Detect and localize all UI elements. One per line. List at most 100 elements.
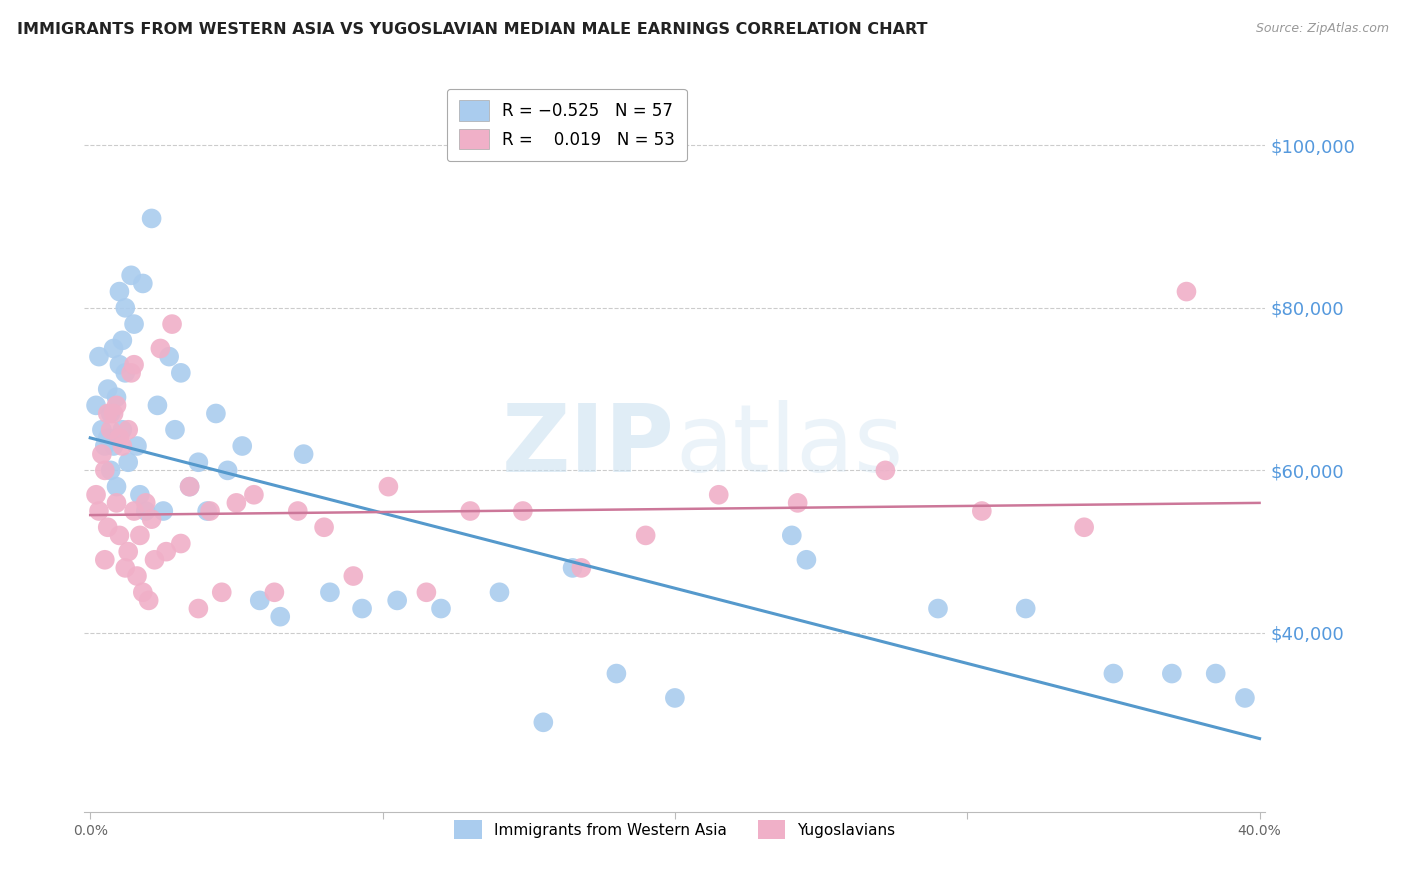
Point <box>1175 285 1198 299</box>
Point <box>97 431 120 445</box>
Point <box>430 601 453 615</box>
Point <box>103 407 125 421</box>
Point <box>146 398 169 412</box>
Point <box>141 512 163 526</box>
Point <box>114 301 136 315</box>
Point <box>100 407 122 421</box>
Point <box>1015 601 1038 615</box>
Legend: Immigrants from Western Asia, Yugoslavians: Immigrants from Western Asia, Yugoslavia… <box>446 811 904 848</box>
Point <box>129 488 152 502</box>
Point <box>122 504 145 518</box>
Point <box>143 553 166 567</box>
Point <box>108 285 131 299</box>
Point <box>187 601 209 615</box>
Point <box>105 390 128 404</box>
Point <box>132 585 155 599</box>
Point <box>84 398 107 412</box>
Point <box>90 447 112 461</box>
Point <box>84 488 107 502</box>
Point <box>132 277 155 291</box>
Point <box>105 496 128 510</box>
Point <box>111 423 134 437</box>
Text: Source: ZipAtlas.com: Source: ZipAtlas.com <box>1256 22 1389 36</box>
Point <box>94 553 117 567</box>
Point <box>152 504 174 518</box>
Point <box>120 366 142 380</box>
Text: atlas: atlas <box>675 400 903 492</box>
Point <box>138 593 160 607</box>
Point <box>97 520 120 534</box>
Point <box>87 350 110 364</box>
Point <box>225 496 247 510</box>
Point <box>100 423 122 437</box>
Point <box>111 334 134 348</box>
Text: ZIP: ZIP <box>502 400 675 492</box>
Point <box>458 504 481 518</box>
Point <box>135 496 157 510</box>
Point <box>211 585 233 599</box>
Point <box>488 585 510 599</box>
Point <box>179 480 201 494</box>
Point <box>111 439 134 453</box>
Point <box>135 504 157 518</box>
Point <box>108 431 131 445</box>
Point <box>170 536 193 550</box>
Point <box>512 504 534 518</box>
Point <box>125 569 148 583</box>
Point <box>179 480 201 494</box>
Point <box>129 528 152 542</box>
Point <box>292 447 315 461</box>
Point <box>1073 520 1095 534</box>
Point <box>160 317 183 331</box>
Point <box>1205 666 1227 681</box>
Point <box>87 504 110 518</box>
Point <box>561 561 583 575</box>
Point <box>187 455 209 469</box>
Point <box>170 366 193 380</box>
Point <box>634 528 657 542</box>
Point <box>243 488 266 502</box>
Point <box>1102 666 1125 681</box>
Point <box>231 439 253 453</box>
Point <box>217 463 239 477</box>
Point <box>415 585 437 599</box>
Point <box>312 520 335 534</box>
Point <box>117 455 139 469</box>
Point <box>605 666 627 681</box>
Point <box>319 585 342 599</box>
Point <box>94 463 117 477</box>
Point <box>155 544 177 558</box>
Point <box>120 268 142 283</box>
Point <box>875 463 897 477</box>
Text: IMMIGRANTS FROM WESTERN ASIA VS YUGOSLAVIAN MEDIAN MALE EARNINGS CORRELATION CHA: IMMIGRANTS FROM WESTERN ASIA VS YUGOSLAV… <box>17 22 928 37</box>
Point <box>94 439 117 453</box>
Point <box>117 544 139 558</box>
Point <box>531 715 554 730</box>
Point <box>163 423 186 437</box>
Point <box>122 358 145 372</box>
Point <box>385 593 408 607</box>
Point <box>664 690 686 705</box>
Point <box>377 480 399 494</box>
Point <box>114 366 136 380</box>
Point <box>269 609 291 624</box>
Point <box>103 439 125 453</box>
Point <box>970 504 993 518</box>
Point <box>149 342 172 356</box>
Point <box>198 504 221 518</box>
Point <box>108 528 131 542</box>
Point <box>927 601 949 615</box>
Point <box>205 407 228 421</box>
Point <box>287 504 309 518</box>
Point <box>342 569 364 583</box>
Point <box>352 601 374 615</box>
Point <box>786 496 808 510</box>
Point <box>796 553 818 567</box>
Point <box>707 488 730 502</box>
Point <box>103 342 125 356</box>
Point <box>780 528 803 542</box>
Point <box>249 593 271 607</box>
Point <box>1233 690 1256 705</box>
Point <box>569 561 592 575</box>
Point <box>122 317 145 331</box>
